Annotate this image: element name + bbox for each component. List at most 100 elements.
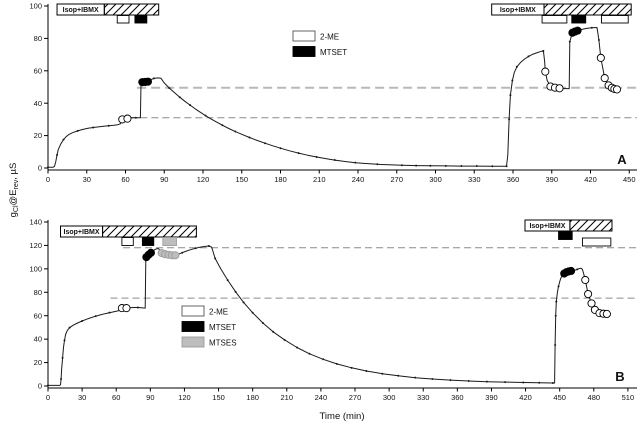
y-tick-label: 80 — [34, 288, 42, 297]
trace-point-dot — [181, 251, 184, 254]
treatment-box-filled — [571, 15, 587, 24]
trace-point-dot — [554, 344, 557, 346]
treatment-box-filled — [134, 15, 148, 24]
x-tick-label: 90 — [160, 175, 168, 184]
trace-point-dot — [296, 346, 299, 349]
y-tick-label: 100 — [29, 2, 42, 11]
open-circle-marker — [602, 309, 611, 319]
filled-circle-marker — [143, 77, 153, 86]
isop-ibmx-label: Isop+IBMX — [529, 223, 565, 230]
trace-point-dot — [62, 138, 65, 141]
trace-point-dot — [444, 164, 447, 167]
x-tick-label: 30 — [83, 175, 91, 184]
panel-letter: B — [615, 369, 624, 384]
trace-point-dot — [511, 79, 514, 82]
trace-point-dot — [414, 376, 417, 379]
x-tick-label: 450 — [553, 393, 566, 402]
filled-circle-marker — [573, 26, 582, 35]
trace-point-dot — [597, 39, 600, 42]
x-tick-label: 450 — [623, 175, 636, 184]
open-circle-marker — [584, 289, 593, 299]
open-circle-marker — [541, 67, 550, 76]
x-tick-label: 390 — [485, 393, 498, 402]
legend-swatch-open — [292, 30, 316, 42]
x-tick-label: 60 — [121, 175, 129, 184]
y-tick-label: 80 — [34, 34, 42, 43]
trace-point-dot — [354, 161, 357, 164]
x-tick-label: 30 — [78, 393, 86, 402]
trace-point-dot — [194, 247, 197, 250]
isop-ibmx-hatch-bar — [569, 219, 613, 232]
trace-point-dot — [527, 55, 530, 58]
treatment-box-open — [601, 15, 629, 24]
trace-point-dot — [508, 118, 511, 121]
x-tick-label: 360 — [451, 393, 464, 402]
x-tick-label: 180 — [246, 393, 259, 402]
trace-point-dot — [568, 40, 571, 43]
trace-point-dot — [207, 245, 210, 248]
conductance-trace — [48, 245, 607, 386]
open-circle-marker — [596, 53, 605, 62]
legend-label: 2-ME — [320, 33, 339, 42]
x-tick-label: 90 — [146, 393, 154, 402]
open-circle-marker — [612, 85, 622, 94]
trace-point-dot — [248, 136, 251, 139]
trace-point-dot — [47, 166, 49, 169]
trace-point-dot — [234, 290, 237, 293]
trace-point-dot — [485, 380, 488, 383]
x-tick-label: 330 — [468, 175, 481, 184]
x-tick-label: 480 — [588, 393, 601, 402]
filled-circle-marker — [146, 248, 155, 257]
trace-point-dot — [204, 114, 207, 117]
y-tick-label: 100 — [29, 264, 42, 273]
isop-ibmx-label: Isop+IBMX — [63, 7, 99, 14]
trace-point-dot — [491, 165, 494, 168]
panel-b: 0 30 60 90 120 150 180 210 240 270 300 330 360 390 420… — [29, 218, 637, 402]
trace-point-dot — [92, 126, 95, 129]
trace-point-dot — [475, 165, 478, 168]
trace-point-dot — [226, 279, 229, 282]
y-tick-label: 40 — [34, 99, 42, 108]
x-tick-label: 420 — [519, 393, 532, 402]
trace-point-dot — [322, 358, 325, 361]
y-tick-label: 40 — [34, 335, 42, 344]
open-circle-marker — [600, 74, 609, 83]
trace-point-dot — [234, 130, 237, 133]
x-tick-label: 120 — [178, 393, 191, 402]
y-tick-label: 60 — [34, 66, 42, 75]
isop-ibmx-hatch-bar — [543, 3, 632, 16]
open-circle-marker — [555, 84, 564, 93]
x-tick-label: 60 — [112, 393, 120, 402]
open-circle-marker — [581, 275, 590, 285]
legend-label: MTSET — [209, 323, 236, 332]
trace-point-dot — [554, 314, 557, 317]
trace-point-dot — [47, 384, 49, 387]
trace-point-dot — [56, 154, 59, 157]
trace-point-dot — [315, 155, 318, 158]
trace-point-dot — [555, 300, 558, 303]
x-axis-title: Time (min) — [319, 411, 364, 422]
x-tick-label: 510 — [622, 393, 635, 402]
trace-point-dot — [381, 372, 384, 375]
y-axis-title: gCl@Erev, µS — [8, 163, 20, 218]
trace-point-dot — [376, 163, 379, 166]
trace-point-dot — [261, 321, 264, 324]
x-tick-label: 120 — [197, 175, 210, 184]
y-tick-label: 120 — [29, 241, 42, 250]
trace-point-dot — [221, 124, 224, 127]
x-tick-label: 420 — [584, 175, 597, 184]
isop-ibmx-label: Isop+IBMX — [500, 7, 536, 14]
x-tick-label: 240 — [315, 393, 328, 402]
trace-point-dot — [136, 306, 139, 309]
trace-point-dot — [542, 49, 545, 52]
y-tick-label: 20 — [34, 358, 42, 367]
trace-point-dot — [107, 124, 110, 127]
trace-point-dot — [515, 65, 518, 68]
trace-point-dot — [551, 381, 554, 384]
x-tick-label: 150 — [235, 175, 248, 184]
trace-point-dot — [576, 268, 579, 271]
trace-point-dot — [279, 147, 282, 150]
trace-point-dot — [61, 356, 64, 359]
treatment-box-filled — [558, 231, 573, 240]
isop-ibmx-hatch-bar — [102, 225, 197, 238]
